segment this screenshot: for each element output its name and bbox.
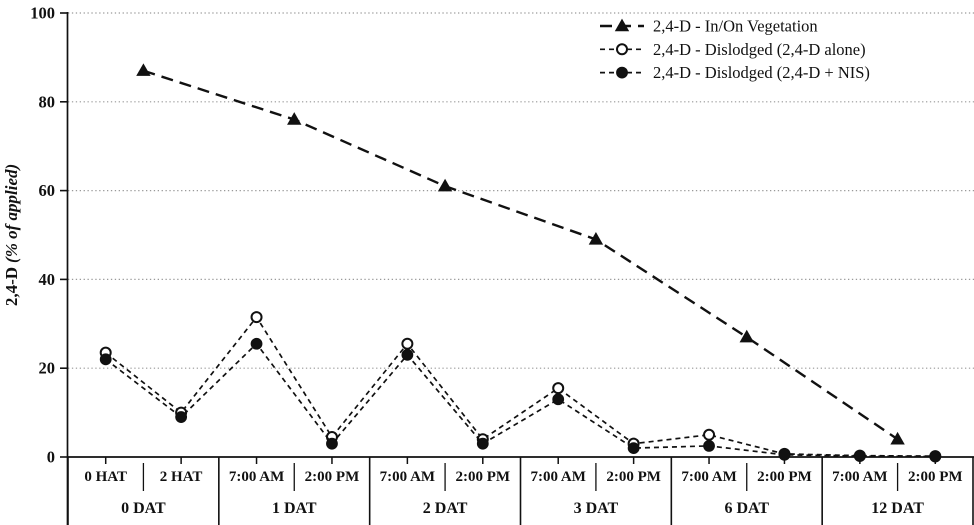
series-line-0 — [143, 69, 899, 441]
x-slot-label: 2:00 PM — [757, 469, 812, 485]
y-tick-label-0: 0 — [47, 448, 55, 467]
legend-label-0: 2,4-D - In/On Vegetation — [653, 17, 818, 36]
series-2-marker-1 — [175, 411, 188, 423]
x-slot-label: 7:00 AM — [530, 469, 585, 485]
legend-marker-0 — [614, 18, 630, 32]
x-group-label: 6 DAT — [724, 500, 769, 517]
series-2-marker-10 — [853, 450, 866, 463]
series-2-marker-8 — [703, 440, 715, 452]
series-2-marker-5 — [476, 437, 489, 450]
x-slot-label: 7:00 AM — [832, 469, 887, 485]
x-slot-label: 2:00 PM — [305, 469, 360, 485]
y-tick-label-100: 100 — [30, 4, 55, 23]
series-0-marker-3 — [588, 232, 604, 245]
legend-label-2: 2,4-D - Dislodged (2,4-D + NIS) — [653, 63, 870, 82]
series-line-1 — [105, 315, 936, 457]
x-slot-label: 7:00 AM — [229, 469, 284, 485]
series-0-marker-2 — [437, 178, 453, 192]
legend-marker-1 — [616, 43, 628, 56]
x-group-label: 3 DAT — [574, 500, 619, 517]
y-axis-title-main: 2,4-D — [2, 267, 21, 306]
series-line-2 — [105, 342, 936, 458]
chart-plot-area: 0 20 40 60 80 100 0 HAT 2 HAT 0 DAT 7:00 AM 2:00 P… — [30, 4, 974, 525]
series-1-marker-8 — [703, 428, 716, 441]
series-2-marker-2 — [250, 337, 263, 350]
y-tick-label-20: 20 — [39, 359, 56, 378]
x-group-label: 0 DAT — [121, 500, 166, 517]
series-1-marker-2 — [250, 311, 263, 324]
x-slot-label: 7:00 AM — [681, 469, 736, 485]
legend-label-1: 2,4-D - Dislodged (2,4-D alone) — [653, 40, 866, 59]
series-2-marker-9 — [778, 448, 791, 461]
series-2-marker-6 — [552, 393, 565, 406]
x-slot-label: 7:00 AM — [380, 469, 435, 485]
x-group-label: 12 DAT — [871, 500, 924, 517]
x-group-label: 1 DAT — [272, 500, 317, 517]
x-slot-label: 2:00 PM — [456, 469, 511, 485]
y-tick-label-80: 80 — [39, 92, 56, 111]
x-slot-label: 0 HAT — [84, 469, 127, 485]
series-2-marker-4 — [401, 348, 414, 361]
series-2-marker-7 — [627, 442, 640, 455]
series-0-marker-0 — [136, 63, 151, 76]
y-axis-title-paren: (% of applied) — [2, 164, 21, 263]
y-tick-label-40: 40 — [39, 270, 56, 289]
y-axis-title: 2,4-D (% of applied) — [2, 164, 21, 306]
x-group-label: 2 DAT — [423, 500, 468, 517]
svg-text:2,4-D(% of applied): 2,4-D (% of applied) — [2, 164, 21, 306]
series-0-marker-4 — [739, 329, 754, 343]
legend-marker-2 — [616, 66, 628, 79]
y-tick-label-60: 60 — [39, 181, 56, 200]
x-slot-label: 2:00 PM — [606, 469, 661, 485]
series-2-marker-0 — [99, 353, 112, 366]
series-1-marker-6 — [552, 382, 565, 395]
series-0-marker-5 — [890, 431, 905, 445]
series-2-marker-3 — [326, 437, 338, 450]
series-0-marker-1 — [287, 112, 302, 125]
series-2-marker-11 — [929, 450, 942, 463]
x-slot-label: 2:00 PM — [908, 469, 963, 485]
x-slot-label: 2 HAT — [160, 469, 203, 485]
series-1-marker-4 — [401, 337, 414, 350]
